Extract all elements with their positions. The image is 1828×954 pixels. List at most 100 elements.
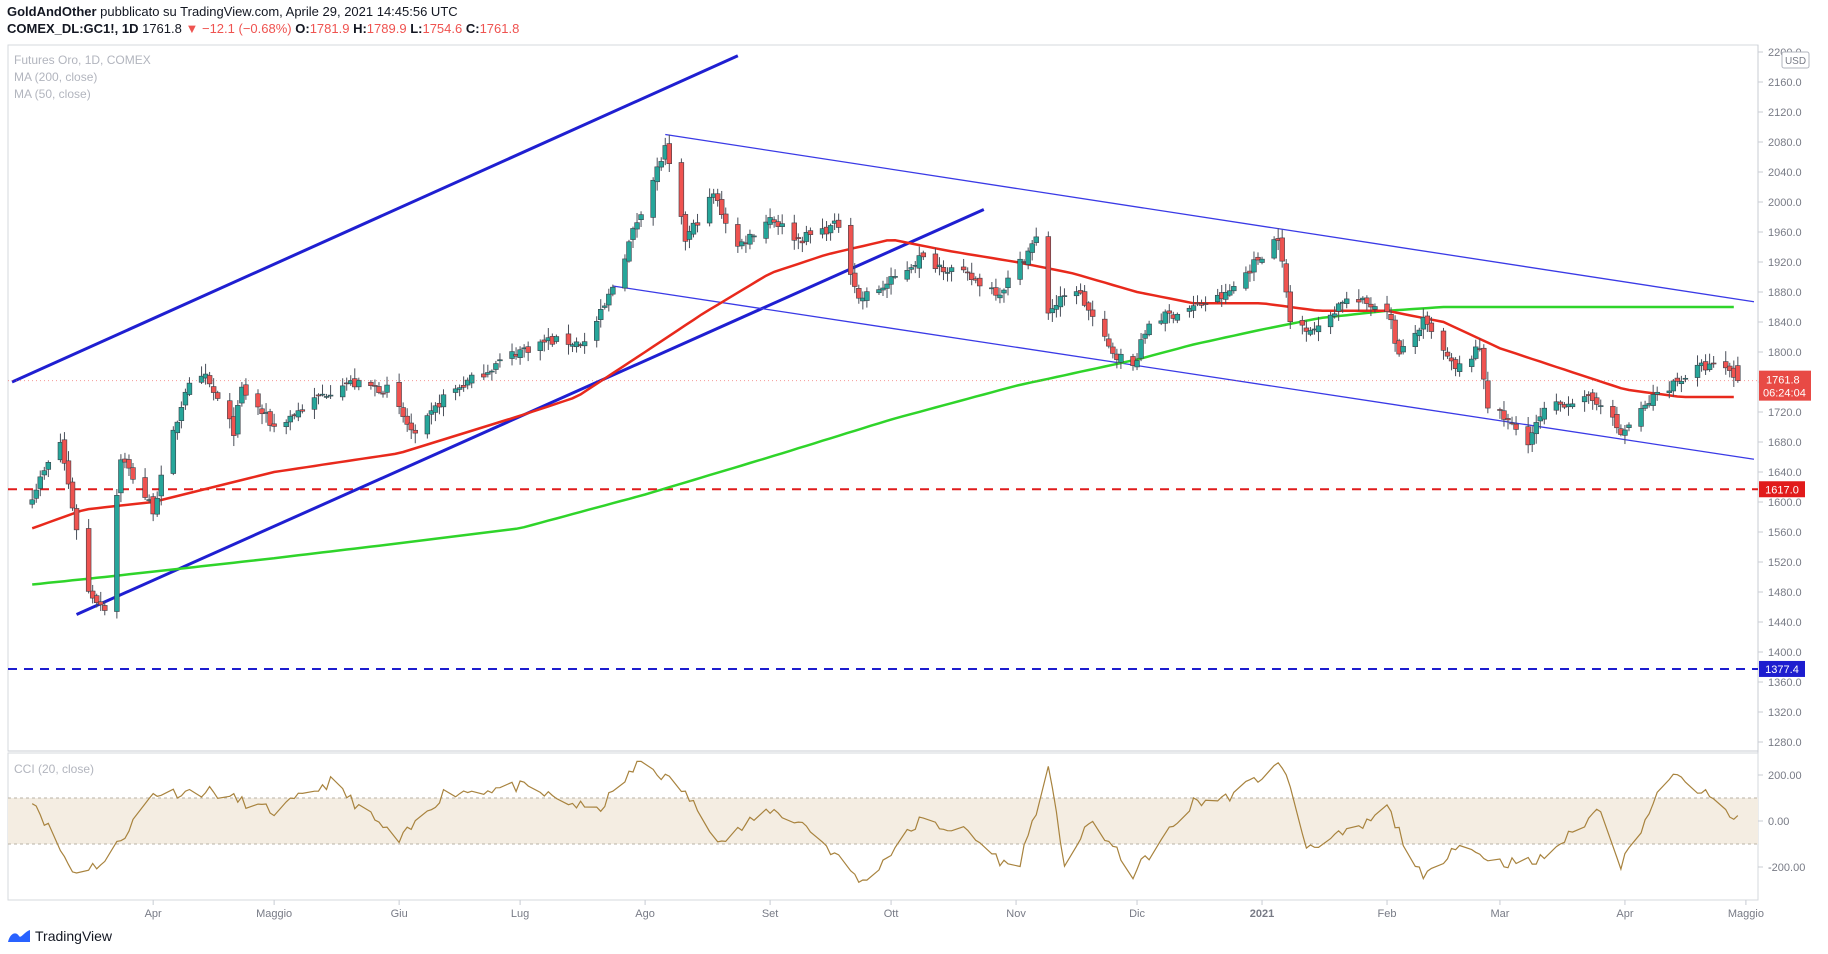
candle-body[interactable] (1469, 358, 1475, 367)
candle-body[interactable] (327, 394, 334, 397)
candle-body[interactable] (1416, 329, 1422, 337)
candle-body[interactable] (1190, 305, 1197, 311)
candle-body[interactable] (1223, 291, 1229, 300)
candle-body[interactable] (1400, 346, 1406, 353)
candle-body[interactable] (1081, 291, 1088, 306)
candle-body[interactable] (654, 166, 660, 183)
candle-body[interactable] (835, 219, 842, 228)
candle-body[interactable] (525, 346, 531, 353)
candle-body[interactable] (1388, 314, 1394, 321)
candle-body[interactable] (916, 255, 922, 269)
candle-body[interactable] (372, 385, 378, 387)
candle-body[interactable] (1243, 272, 1249, 289)
candle-body[interactable] (376, 386, 382, 393)
price-axis[interactable]: 2200.02160.02120.02080.02040.02000.01960… (1758, 47, 1802, 749)
candle-body[interactable] (287, 415, 293, 423)
candle-body[interactable] (876, 289, 882, 294)
candle-body[interactable] (396, 381, 402, 407)
candle-body[interactable] (65, 460, 72, 485)
candle-body[interactable] (1271, 239, 1277, 259)
candle-body[interactable] (1142, 333, 1148, 339)
candle-body[interactable] (1005, 277, 1011, 289)
candle-body[interactable] (771, 219, 777, 223)
candle-body[interactable] (650, 179, 656, 218)
candle-body[interactable] (1706, 363, 1713, 370)
candle-body[interactable] (1368, 303, 1374, 308)
candle-body[interactable] (993, 287, 999, 296)
candle-body[interactable] (1049, 308, 1056, 314)
candle-body[interactable] (384, 384, 390, 393)
candle-body[interactable] (368, 381, 374, 386)
candle-body[interactable] (795, 237, 802, 239)
candle-body[interactable] (940, 267, 947, 273)
candle-body[interactable] (73, 508, 80, 531)
candle-body[interactable] (630, 228, 636, 240)
candle-body[interactable] (356, 379, 362, 388)
trendline-channel[interactable] (665, 133, 1755, 303)
candle-body[interactable] (1372, 306, 1378, 310)
tradingview-logo[interactable]: TradingView (7, 928, 112, 944)
candle-body[interactable] (1529, 432, 1535, 445)
currency-badge[interactable]: USD (1781, 51, 1810, 69)
candle-body[interactable] (884, 283, 890, 289)
candle-body[interactable] (908, 267, 914, 270)
candle-body[interactable] (1327, 314, 1334, 328)
candle-body[interactable] (440, 394, 447, 408)
candle-body[interactable] (610, 286, 616, 295)
candle-body[interactable] (1594, 397, 1600, 405)
candle-body[interactable] (1497, 409, 1503, 411)
candle-body[interactable] (1287, 291, 1293, 323)
candle-body[interactable] (1569, 403, 1576, 408)
candle-body[interactable] (920, 252, 927, 258)
candle-body[interactable] (606, 293, 612, 306)
candle-body[interactable] (1650, 394, 1656, 406)
candle-body[interactable] (1678, 380, 1685, 385)
candle-body[interactable] (997, 294, 1003, 299)
candle-body[interactable] (489, 370, 495, 373)
candle-body[interactable] (1364, 297, 1370, 304)
candle-body[interactable] (1089, 309, 1096, 317)
candle-body[interactable] (170, 429, 177, 474)
candle-body[interactable] (888, 276, 894, 285)
candle-body[interactable] (1255, 256, 1261, 261)
candle-body[interactable] (944, 272, 951, 274)
candle-body[interactable] (1666, 390, 1672, 393)
candle-body[interactable] (408, 422, 414, 431)
candle-body[interactable] (594, 320, 600, 341)
candle-body[interactable] (1174, 313, 1181, 321)
candle-body[interactable] (469, 374, 475, 384)
candle-body[interactable] (517, 349, 523, 358)
candle-body[interactable] (598, 309, 604, 320)
candle-body[interactable] (1509, 422, 1515, 425)
candle-body[interactable] (827, 225, 834, 234)
candle-body[interactable] (1356, 299, 1362, 303)
candle-body[interactable] (299, 409, 306, 412)
candle-body[interactable] (1102, 318, 1108, 337)
candle-body[interactable] (214, 392, 221, 399)
candle-body[interactable] (1553, 401, 1560, 411)
candle-body[interactable] (856, 288, 862, 299)
candle-body[interactable] (456, 387, 463, 390)
candle-body[interactable] (977, 277, 983, 287)
candle-body[interactable] (1259, 258, 1265, 263)
candle-body[interactable] (1017, 258, 1023, 280)
candle-body[interactable] (45, 462, 52, 470)
candle-body[interactable] (537, 341, 543, 351)
candle-body[interactable] (432, 405, 439, 413)
candle-body[interactable] (1231, 286, 1237, 292)
candle-body[interactable] (969, 272, 975, 281)
candle-body[interactable] (1428, 322, 1435, 332)
candle-body[interactable] (803, 232, 810, 242)
candle-body[interactable] (311, 397, 318, 410)
candle-body[interactable] (118, 459, 124, 494)
candle-body[interactable] (1106, 338, 1112, 347)
candle-body[interactable] (892, 276, 898, 278)
candle-body[interactable] (714, 193, 721, 201)
candle-body[interactable] (626, 241, 632, 262)
candle-body[interactable] (1456, 363, 1463, 372)
candle-body[interactable] (1138, 339, 1144, 359)
candle-body[interactable] (1315, 325, 1322, 333)
candle-body[interactable] (848, 224, 854, 275)
candle-body[interactable] (602, 305, 608, 308)
